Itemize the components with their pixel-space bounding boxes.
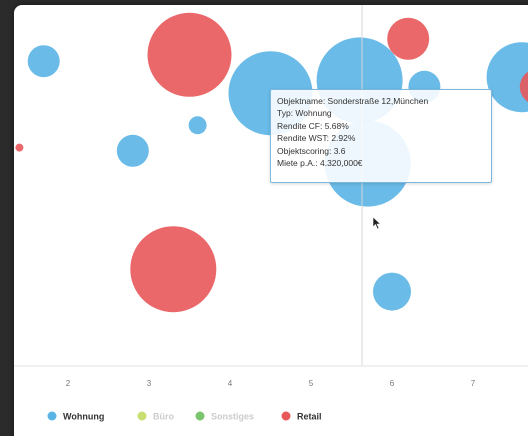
x-tick-label-2: 2 — [66, 379, 71, 388]
legend: Wohnung Büro Sonstiges Retail — [47, 411, 322, 422]
legend-label: Sonstiges — [211, 412, 254, 422]
x-tick-label-6: 6 — [390, 379, 395, 388]
bubble-wohnung-2[interactable] — [116, 134, 149, 167]
legend-marker-icon — [47, 411, 57, 421]
legend-marker-icon — [137, 411, 147, 421]
legend-item-sonstiges[interactable]: Sonstiges — [195, 411, 255, 422]
tooltip-line-rendite-cf: Rendite CF: 5.68% — [277, 120, 349, 131]
legend-label: Wohnung — [63, 412, 104, 422]
legend-label: Retail — [297, 412, 322, 422]
tooltip-line-miete: Miete p.A.: 4.320,000€ — [277, 158, 363, 169]
x-axis-ticks: 2 3 4 5 6 7 — [66, 379, 476, 388]
tooltip-line-rendite-wst: Rendite WST: 2.92% — [277, 133, 356, 144]
legend-marker-icon — [281, 411, 291, 421]
bubble-retail-2[interactable] — [387, 17, 430, 60]
bubble-retail-4[interactable] — [130, 226, 217, 313]
x-tick-label-4: 4 — [228, 379, 233, 388]
legend-item-wohnung[interactable]: Wohnung — [47, 411, 105, 422]
bubble-wohnung-0[interactable] — [27, 45, 60, 78]
bubble-retail-5[interactable] — [519, 69, 528, 105]
bubble-retail-1[interactable] — [147, 12, 232, 97]
mouse-cursor-icon — [372, 216, 382, 230]
x-tick-label-5: 5 — [309, 379, 314, 388]
tooltip: Objektname: Sonderstraße 12,München Typ:… — [270, 89, 492, 183]
legend-label: Büro — [153, 412, 174, 422]
legend-item-retail[interactable]: Retail — [281, 411, 322, 422]
bubble-retail-3[interactable] — [15, 143, 24, 152]
legend-marker-icon — [195, 411, 205, 421]
bubble-wohnung-8[interactable] — [373, 272, 411, 311]
x-tick-label-3: 3 — [147, 379, 152, 388]
legend-item-büro[interactable]: Büro — [137, 411, 175, 422]
x-tick-label-7: 7 — [471, 379, 476, 388]
bubble-chart[interactable]: 2 3 4 5 6 7 Wohnung Büro Sonstiges Retail — [14, 5, 528, 436]
tooltip-line-objektscoring: Objektscoring: 3.6 — [277, 145, 346, 156]
chart-card: 2 3 4 5 6 7 Wohnung Büro Sonstiges Retail — [14, 5, 528, 436]
bubble-wohnung-6[interactable] — [486, 42, 528, 113]
bubble-wohnung-1[interactable] — [188, 116, 207, 135]
tooltip-line-type: Typ: Wohnung — [277, 108, 332, 119]
tooltip-line-object-name: Objektname: Sonderstraße 12,München — [277, 96, 429, 106]
